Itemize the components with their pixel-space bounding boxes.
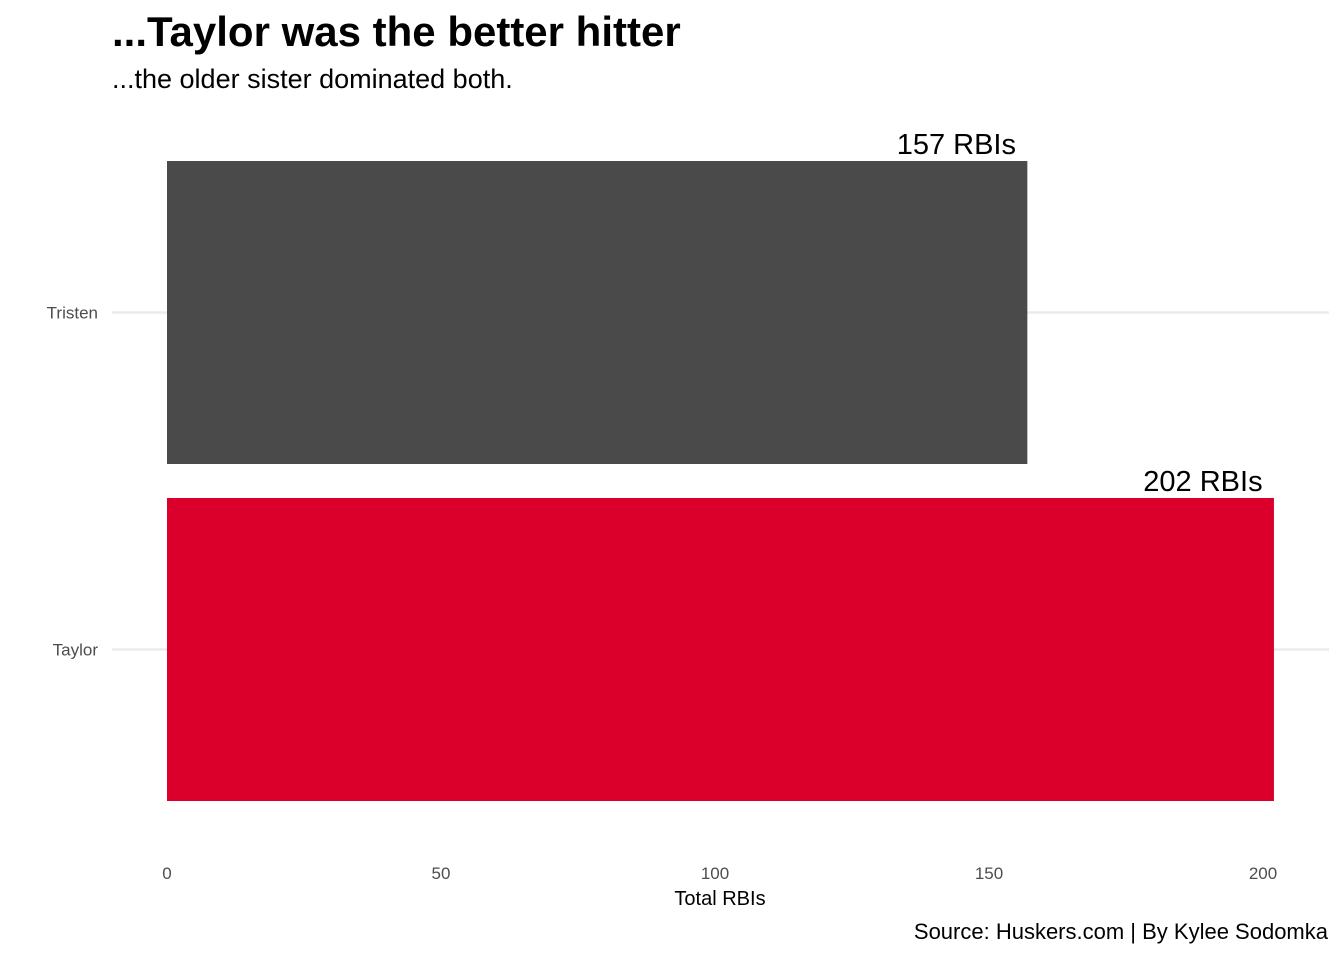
x-tick-label-0: 0 — [162, 864, 171, 883]
x-axis-ticks: 0 50 100 150 200 — [162, 864, 1277, 883]
x-axis-title: Total RBIs — [674, 888, 765, 910]
data-label-taylor: 202 RBIs — [1143, 466, 1262, 498]
chart-title: ...Taylor was the better hitter — [112, 8, 681, 55]
x-tick-label-50: 50 — [432, 864, 451, 883]
x-tick-label-100: 100 — [701, 864, 729, 883]
chart-caption: Source: Huskers.com | By Kylee Sodomka — [913, 919, 1328, 944]
data-label-tristen: 157 RBIs — [897, 129, 1016, 161]
data-label-layer: 157 RBIs 202 RBIs — [897, 129, 1263, 498]
y-tick-label-taylor: Taylor — [53, 641, 99, 660]
x-tick-label-200: 200 — [1249, 864, 1277, 883]
bar-taylor — [167, 498, 1274, 801]
y-tick-label-tristen: Tristen — [47, 304, 98, 323]
chart-subtitle: ...the older sister dominated both. — [112, 64, 513, 94]
bar-layer — [167, 161, 1274, 801]
x-tick-label-150: 150 — [975, 864, 1003, 883]
bar-tristen — [167, 161, 1028, 464]
y-axis-ticks: Tristen Taylor — [47, 304, 99, 660]
